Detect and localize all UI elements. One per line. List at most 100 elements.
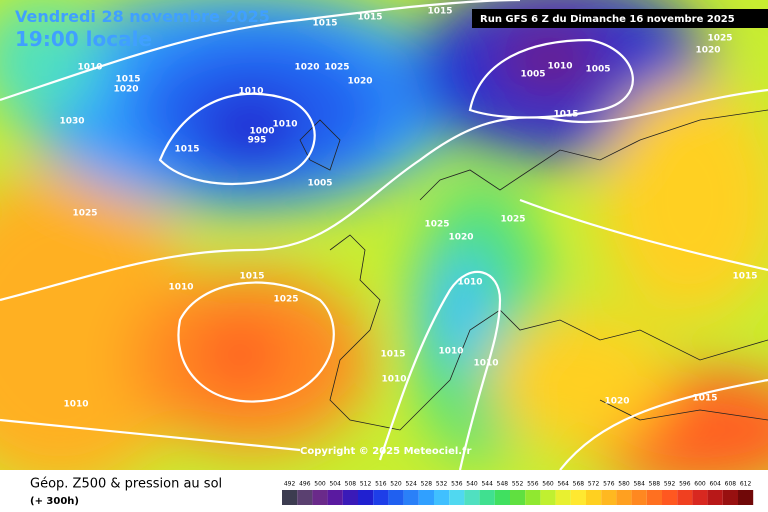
legend-label: 592 (664, 481, 676, 488)
date: Vendredi 28 novembre 2025 (15, 7, 270, 26)
legend-label: 576 (603, 481, 615, 488)
legend-swatch (631, 490, 647, 505)
isobar-label: 1030 (59, 117, 84, 127)
legend-swatch (525, 490, 541, 505)
legend-swatch (388, 490, 404, 505)
legend-label: 536 (451, 481, 463, 488)
isobar-label: 1025 (500, 215, 525, 225)
legend-label: 608 (725, 481, 737, 488)
isobar-label: 1010 (457, 278, 482, 288)
legend-label: 572 (588, 481, 600, 488)
isobar-label: 1015 (553, 110, 578, 120)
legend-swatch (601, 490, 617, 505)
legend-label: 560 (542, 481, 554, 488)
legend-swatch (570, 490, 586, 505)
time: 19:00 locale (15, 27, 152, 51)
legend-swatch (358, 490, 374, 505)
legend-swatch (646, 490, 662, 505)
isobar-label: 1005 (307, 179, 332, 189)
legend-label: 612 (740, 481, 752, 488)
copyright: Copyright © 2025 Meteociel.fr (300, 446, 471, 457)
isobar-label: 1005 (520, 70, 545, 80)
legend-label: 604 (709, 481, 721, 488)
run-box (472, 9, 768, 28)
legend-label: 500 (314, 481, 326, 488)
field (0, 0, 768, 470)
legend-swatch (282, 490, 298, 505)
legend-swatch (555, 490, 571, 505)
legend-label: 532 (436, 481, 448, 488)
isobar-label: 1010 (168, 283, 193, 293)
isobar-label: 1010 (63, 400, 88, 410)
legend-label: 496 (299, 481, 311, 488)
legend-swatch (738, 490, 754, 505)
footer-lead: (+ 300h) (30, 496, 79, 507)
isobar-label: 1015 (732, 272, 757, 282)
legend-swatch (373, 490, 389, 505)
legend-label: 596 (679, 481, 691, 488)
legend-swatch (586, 490, 602, 505)
isobar-label: 1010 (473, 359, 498, 369)
legend-label: 588 (649, 481, 661, 488)
legend-swatch (464, 490, 480, 505)
legend-swatch (494, 490, 510, 505)
legend-label: 544 (481, 481, 493, 488)
legend-swatch (297, 490, 313, 505)
legend-swatch (403, 490, 419, 505)
legend-swatch (692, 490, 708, 505)
legend-label: 504 (329, 481, 341, 488)
isobar-label: 1025 (324, 63, 349, 73)
run: Run GFS 6 Z du Dimanche 16 novembre 2025 (480, 14, 735, 25)
isobar-label: 1025 (424, 220, 449, 230)
legend-swatch (510, 490, 526, 505)
isobar-label: 1020 (347, 77, 372, 87)
isobar-label: 1020 (294, 63, 319, 73)
isobar-label: 1010 (381, 375, 406, 385)
legend-label: 568 (573, 481, 585, 488)
isobar-label: 1015 (239, 272, 264, 282)
isobar-label: 1010 (272, 120, 297, 130)
legend-swatch (434, 490, 450, 505)
isobar-label: 1015 (312, 19, 337, 29)
legend-swatch (479, 490, 495, 505)
legend-label: 512 (360, 481, 372, 488)
isobar-label: 1010 (238, 87, 263, 97)
isobar-label: 1015 (174, 145, 199, 155)
isobar-label: 1010 (547, 62, 572, 72)
isobar-label: 1020 (448, 233, 473, 243)
legend-swatch (418, 490, 434, 505)
legend-swatch (312, 490, 328, 505)
legend-swatch (449, 490, 465, 505)
isobar-label: 1015 (692, 394, 717, 404)
legend-swatch (616, 490, 632, 505)
isobar-label: 1025 (72, 209, 97, 219)
legend-swatch (662, 490, 678, 505)
legend-label: 516 (375, 481, 387, 488)
legend-swatch (540, 490, 556, 505)
legend-swatch (722, 490, 738, 505)
isobar-label: 1010 (438, 347, 463, 357)
legend-label: 556 (527, 481, 539, 488)
isobar-label: 1020 (604, 397, 629, 407)
isobar-label: 1025 (273, 295, 298, 305)
isobar-label: 1025 (707, 34, 732, 44)
footer-title: Géop. Z500 & pression au sol (30, 477, 222, 492)
isobar-label: 1015 (115, 75, 140, 85)
legend-label: 564 (557, 481, 569, 488)
legend-label: 492 (284, 481, 296, 488)
isobar-label: 1020 (113, 85, 138, 95)
legend-label: 508 (345, 481, 357, 488)
isobar-label: 1015 (427, 7, 452, 17)
legend-label: 600 (694, 481, 706, 488)
isobar-label: 1000 (249, 127, 274, 137)
legend-label: 520 (390, 481, 402, 488)
isobar-label: 1020 (695, 46, 720, 56)
legend-label: 548 (497, 481, 509, 488)
isobar-label: 1015 (380, 350, 405, 360)
legend-label: 580 (618, 481, 630, 488)
legend-swatch (677, 490, 693, 505)
legend-label: 524 (405, 481, 417, 488)
isobar-label: 1010 (77, 63, 102, 73)
